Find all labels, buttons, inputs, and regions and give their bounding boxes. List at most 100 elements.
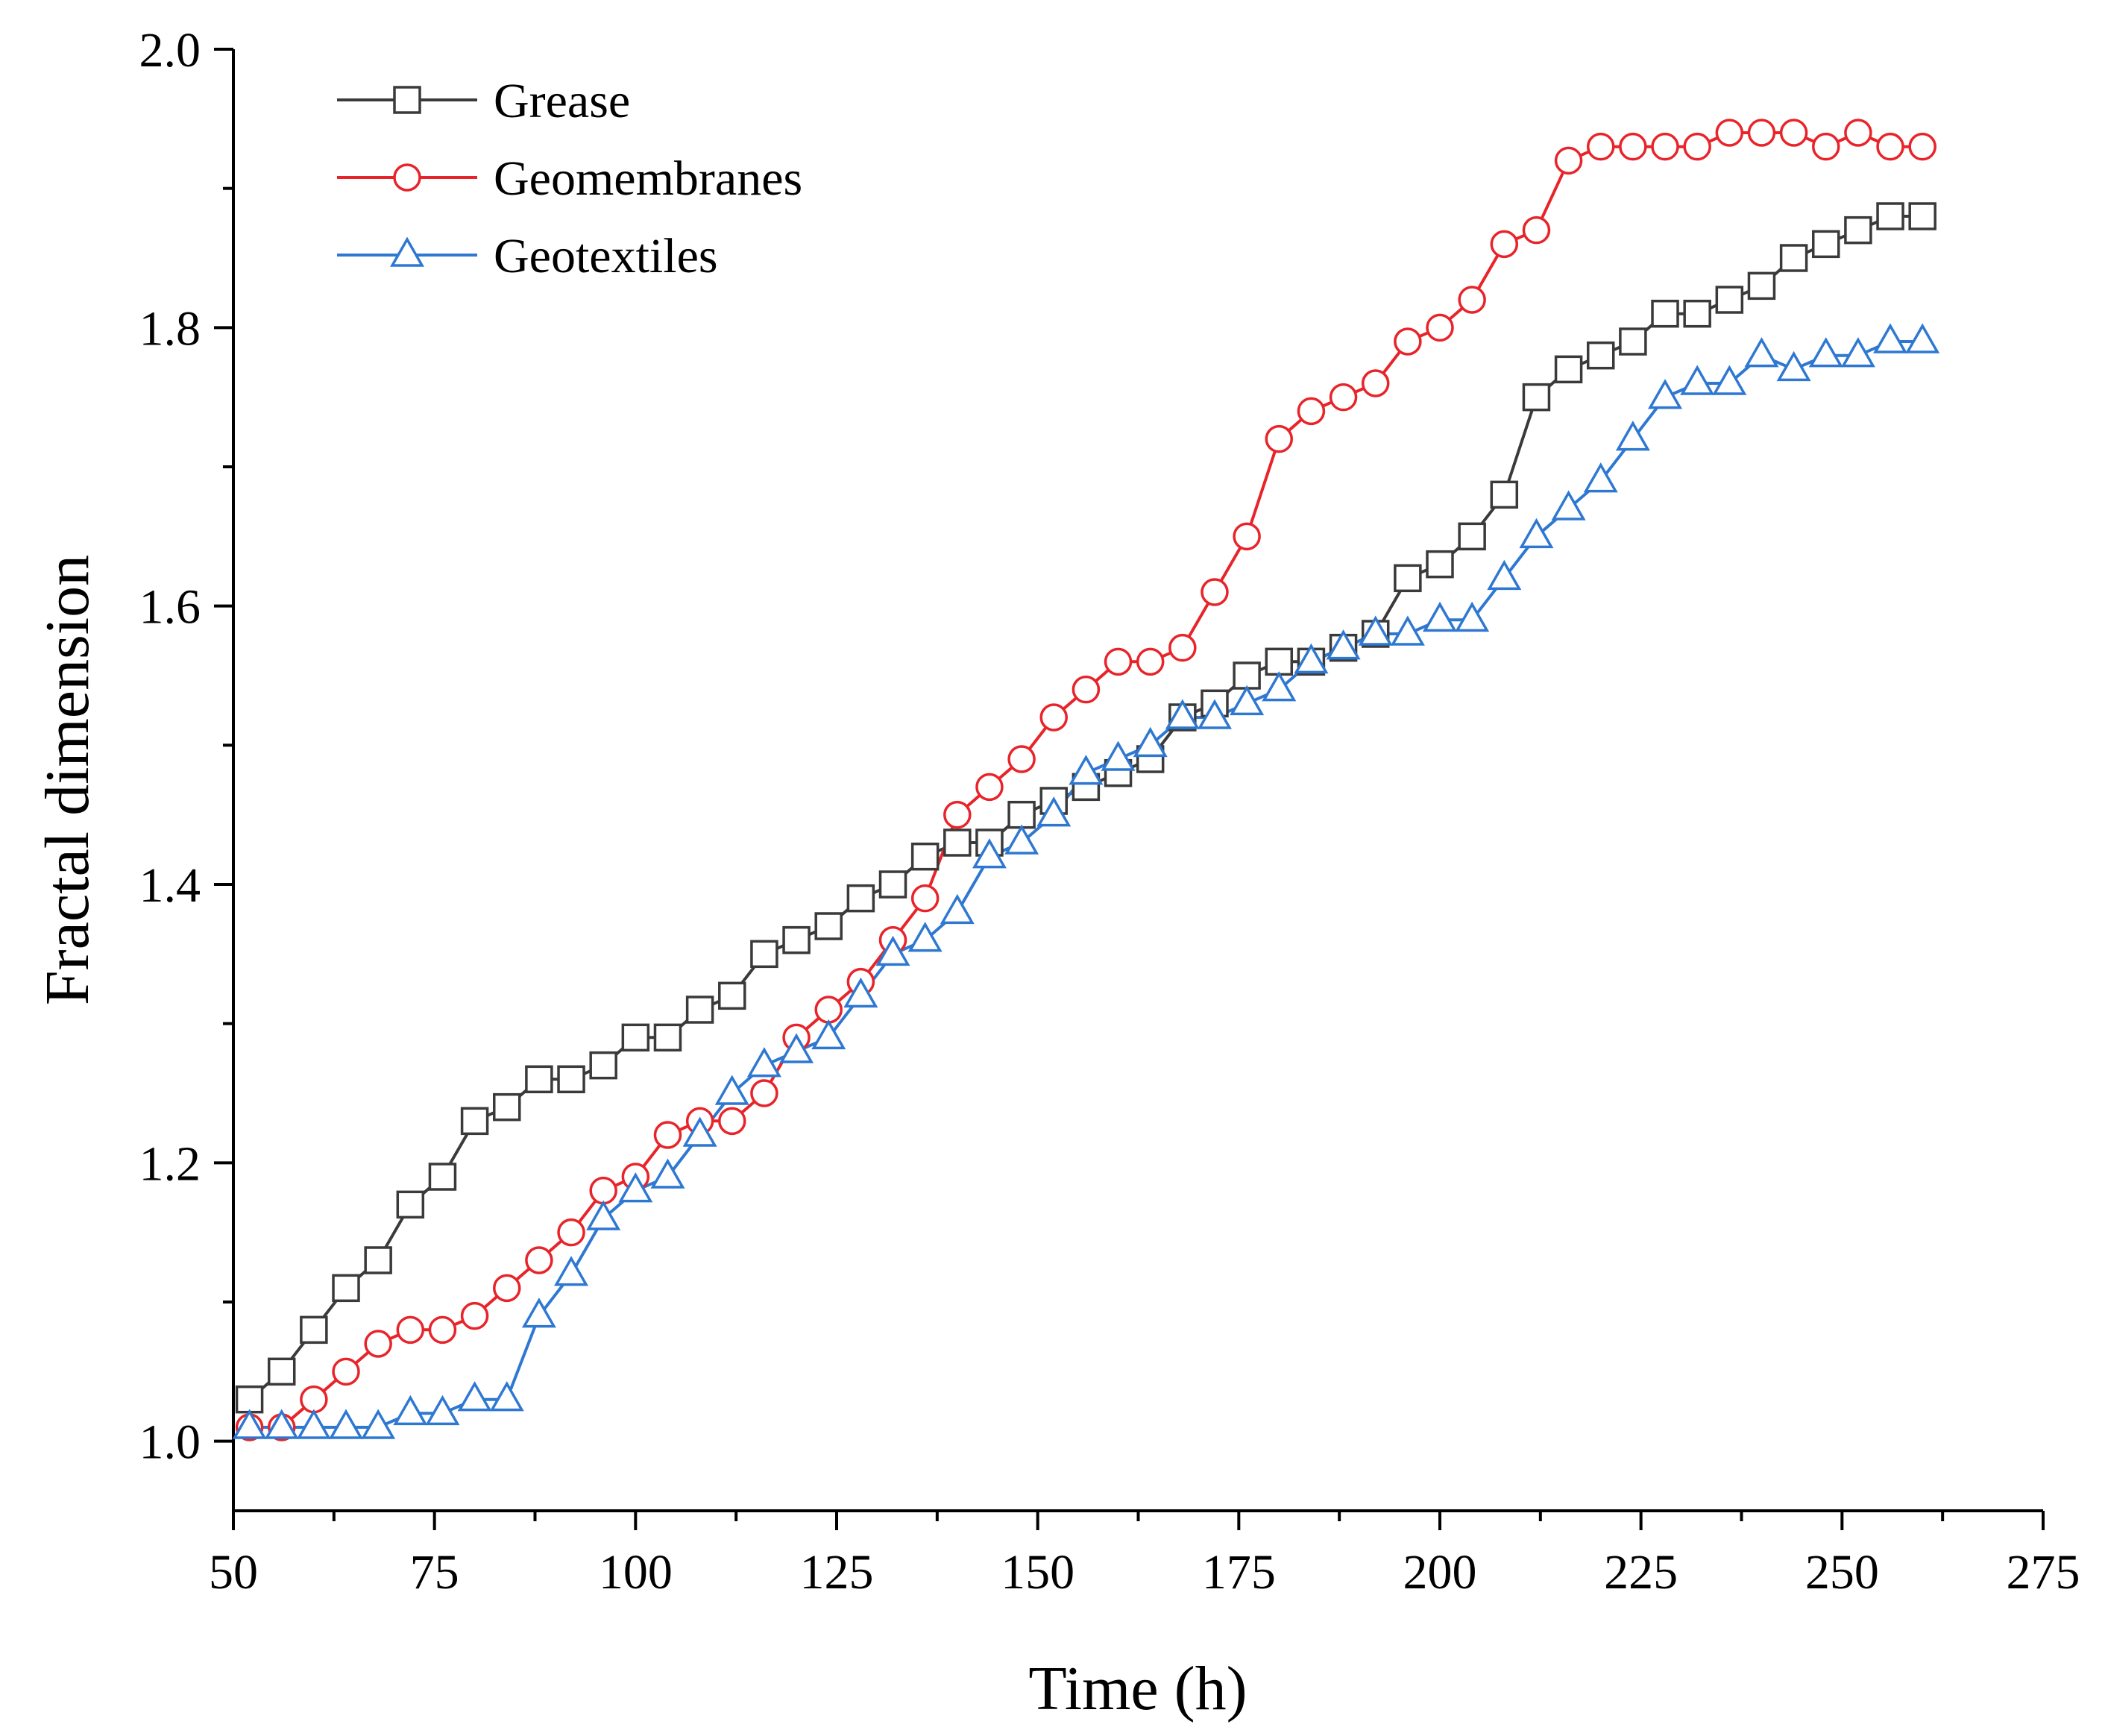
geotextiles-data-point <box>972 838 1007 869</box>
geotextiles-data-point <box>1583 462 1618 493</box>
geomembranes-data-point <box>1201 578 1229 606</box>
x-tick-label: 250 <box>1805 1545 1879 1600</box>
y-tick-label: 1.0 <box>139 1415 201 1470</box>
grease-data-point <box>1426 550 1454 579</box>
geomembranes-data-point <box>492 1274 521 1303</box>
grease-data-point <box>1619 327 1647 356</box>
geotextiles-data-point <box>586 1200 621 1230</box>
grease-data-point <box>1394 564 1422 593</box>
geotextiles-data-point <box>489 1381 524 1412</box>
geomembranes-data-point <box>396 1315 425 1345</box>
geomembranes-data-point <box>1297 397 1326 426</box>
geotextiles-data-point <box>1101 740 1136 771</box>
geomembranes-data-point <box>943 800 972 829</box>
geomembranes-data-point <box>718 1107 746 1136</box>
grease-data-point <box>300 1315 328 1345</box>
geomembranes-data-point <box>1554 146 1583 175</box>
x-tick-label: 75 <box>410 1545 459 1600</box>
geomembranes-data-point <box>1458 286 1486 314</box>
geotextiles-data-point <box>811 1019 846 1050</box>
grease-data-point <box>1876 202 1904 230</box>
grease-data-point <box>1651 299 1679 328</box>
geotextiles-data-point <box>1455 601 1490 632</box>
geomembranes-data-point <box>428 1315 457 1345</box>
x-tick-label: 225 <box>1604 1545 1678 1600</box>
legend-geotextiles-marker <box>389 236 425 267</box>
x-tick-label: 125 <box>800 1545 874 1600</box>
geomembranes-data-point <box>653 1121 682 1149</box>
geotextiles-data-point <box>1680 365 1715 395</box>
x-tick-label: 50 <box>209 1545 258 1600</box>
grease-data-point <box>267 1357 296 1386</box>
geomembranes-data-point <box>525 1246 553 1274</box>
geomembranes-data-point <box>1779 119 1808 147</box>
geotextiles-data-point <box>1069 755 1104 785</box>
geomembranes-data-point <box>1619 132 1647 161</box>
geotextiles-data-point <box>264 1409 299 1439</box>
geotextiles-data-point <box>1230 685 1265 716</box>
geomembranes-data-point <box>1908 132 1936 161</box>
geomembranes-data-point <box>1876 132 1904 161</box>
grease-data-point <box>428 1163 457 1191</box>
grease-data-point <box>653 1023 682 1052</box>
y-tick-label: 1.6 <box>139 580 201 635</box>
grease-data-point <box>492 1092 521 1122</box>
grease-data-point <box>814 912 843 940</box>
geomembranes-data-point <box>1136 647 1165 676</box>
y-axis-title: Fractal dimension <box>33 555 102 1005</box>
x-tick-label: 100 <box>599 1545 673 1600</box>
grease-data-point <box>685 996 714 1024</box>
geotextiles-data-point <box>1262 671 1297 702</box>
grease-data-point <box>1747 271 1776 301</box>
geotextiles-data-point <box>618 1172 653 1203</box>
grease-data-point <box>1458 522 1486 551</box>
geomembranes-data-point <box>557 1218 585 1247</box>
x-axis-title: Time (h) <box>1028 1654 1247 1723</box>
geotextiles-data-point <box>875 935 910 966</box>
geotextiles-data-point <box>1615 421 1650 451</box>
geomembranes-data-point <box>1072 675 1101 704</box>
y-tick-label: 1.8 <box>139 301 201 356</box>
geotextiles-data-point <box>1905 323 1940 353</box>
geotextiles-data-point <box>457 1381 492 1412</box>
geomembranes-data-point <box>460 1301 489 1330</box>
grease-data-point <box>910 842 940 871</box>
grease-data-point <box>1233 661 1261 690</box>
geotextiles-data-point <box>940 893 975 925</box>
grease-data-point <box>1908 202 1936 230</box>
geomembranes-data-point <box>1586 132 1615 161</box>
geomembranes-data-point <box>1490 230 1519 259</box>
grease-data-point <box>846 884 875 913</box>
geomembranes-data-point <box>1394 327 1422 356</box>
x-tick-label: 150 <box>1001 1545 1074 1600</box>
geotextiles-data-point <box>1358 615 1393 646</box>
grease-data-point <box>621 1023 650 1052</box>
geotextiles-data-point <box>393 1394 428 1426</box>
geomembranes-data-point <box>975 773 1004 802</box>
geomembranes-data-point <box>1812 132 1840 161</box>
geotextiles-data-point <box>1776 350 1811 382</box>
geotextiles-data-point <box>1390 615 1425 646</box>
geotextiles-data-point <box>1808 337 1843 368</box>
grease-data-point <box>557 1065 585 1094</box>
grease-data-point <box>943 828 972 857</box>
geotextiles-data-point <box>1036 796 1072 827</box>
legend-grease-marker <box>393 86 421 114</box>
geotextiles-data-point <box>843 977 878 1008</box>
grease-data-point <box>1844 216 1872 245</box>
x-tick-label: 275 <box>2007 1545 2080 1600</box>
geomembranes-data-point <box>750 1079 778 1107</box>
grease-data-point <box>718 981 746 1010</box>
geotextiles-data-point <box>296 1409 331 1439</box>
geotextiles-data-point <box>1519 518 1554 549</box>
geomembranes-data-point <box>814 996 843 1024</box>
geomembranes-data-point <box>1361 369 1390 397</box>
geomembranes-data-point <box>589 1176 617 1205</box>
grease-data-point <box>525 1065 553 1094</box>
grease-data-point <box>589 1051 617 1080</box>
geotextiles-data-point <box>328 1409 364 1439</box>
grease-data-point <box>1586 341 1615 370</box>
geomembranes-data-point <box>1104 647 1133 676</box>
legend-geomembranes-marker <box>393 163 421 192</box>
geotextiles-data-point <box>650 1158 685 1189</box>
